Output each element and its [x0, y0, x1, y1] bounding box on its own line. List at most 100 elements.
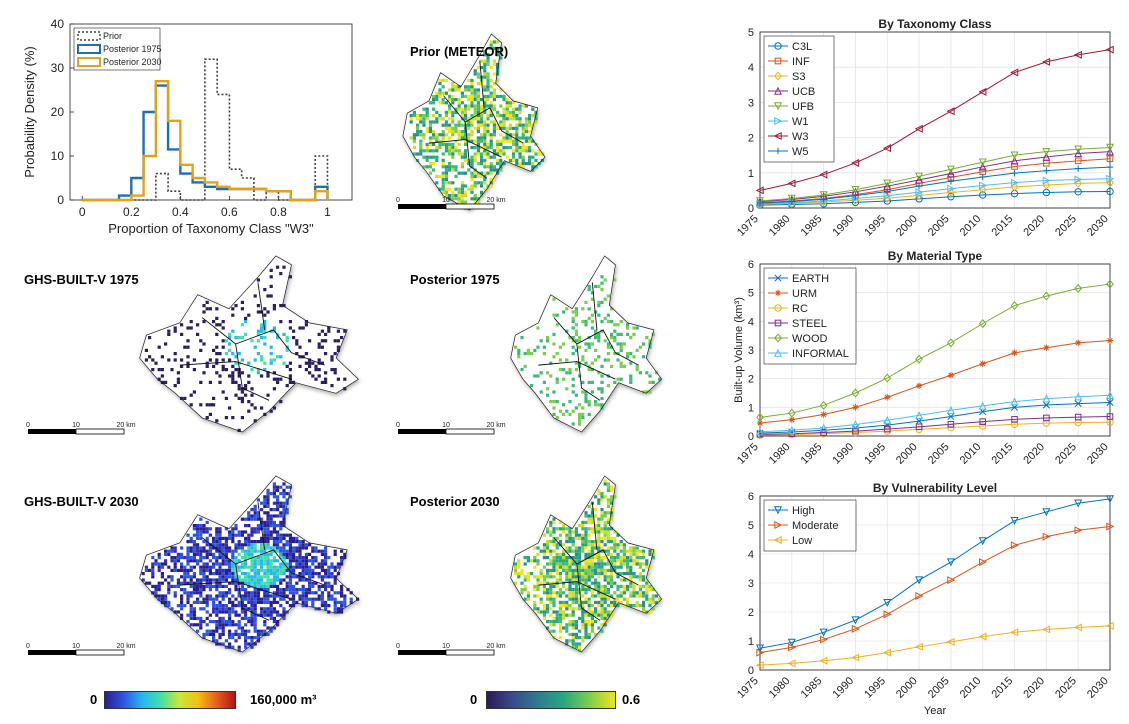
chart-legend-label: W3 [792, 131, 809, 143]
map-cell [562, 613, 566, 617]
map-cell [247, 313, 251, 317]
map-cell [606, 552, 610, 556]
map-cell [632, 572, 636, 576]
map-cell [476, 110, 480, 114]
map-cell [196, 559, 200, 563]
map-cell [648, 565, 652, 569]
chart-series-w5 [756, 163, 1114, 207]
map-cell [173, 594, 177, 598]
map-cell [502, 98, 506, 102]
map-cell [486, 142, 490, 146]
map-cell [597, 536, 601, 540]
map-cell [196, 552, 200, 556]
chart-marker [1010, 68, 1019, 77]
map-cell [451, 94, 455, 98]
map-cell [247, 400, 251, 404]
map-cell [247, 578, 251, 582]
map-cell [597, 556, 601, 560]
map-cell [517, 348, 521, 352]
map-cell [610, 581, 614, 585]
map-cell [173, 384, 177, 388]
map-cell [173, 549, 177, 553]
chart-series-line [759, 146, 1111, 202]
map-cell [282, 524, 286, 528]
map-cell [205, 530, 209, 534]
map-cell [451, 168, 455, 172]
map-cell [228, 559, 232, 563]
map-cell [199, 527, 203, 531]
map-cell [568, 572, 572, 576]
map-cell [234, 304, 238, 308]
map-cell [486, 126, 490, 130]
map-cell [470, 120, 474, 124]
map-cell [266, 588, 270, 592]
map-cell [581, 581, 585, 585]
chart-series-line [759, 421, 1111, 436]
map-cell [549, 600, 553, 604]
map-cell [224, 339, 228, 343]
map-cell [496, 171, 500, 175]
map-cell [574, 406, 578, 410]
map-cell [467, 120, 471, 124]
map-cell [269, 613, 273, 617]
map-cell [282, 514, 286, 518]
map-cell [587, 549, 591, 553]
hist-xtick-label: 0.6 [221, 205, 238, 219]
hist-ytick-label: 0 [57, 193, 64, 207]
map-cell [542, 543, 546, 547]
map-cell [610, 495, 614, 499]
map-cell [552, 297, 556, 301]
map-cell [266, 511, 270, 515]
map-cell [260, 536, 264, 540]
map-cell [247, 536, 251, 540]
map-cell [600, 396, 604, 400]
chart-xtick-label: 2000 [894, 675, 920, 701]
map-cell [285, 581, 289, 585]
map-cell [441, 133, 445, 137]
map-cell [552, 568, 556, 572]
map-cell [562, 530, 566, 534]
map-cell [565, 329, 569, 333]
map-cell [587, 520, 591, 524]
map-cell [584, 559, 588, 563]
map-cell [571, 572, 575, 576]
map-cell [606, 581, 610, 585]
map-cell [304, 361, 308, 365]
map-cell [247, 511, 251, 515]
map-cell [464, 110, 468, 114]
map-cell [594, 495, 598, 499]
map-cell [208, 613, 212, 617]
map-cell [492, 123, 496, 127]
chart-marker [787, 194, 796, 203]
map-cell [584, 591, 588, 595]
map-cell [154, 361, 158, 365]
hist-xlabel: Proportion of Taxonomy Class "W3" [108, 221, 314, 236]
map-cell [256, 514, 260, 518]
chart-series-informal [755, 390, 1115, 436]
map-cell [199, 591, 203, 595]
map-cell [486, 59, 490, 63]
chart-marker [1042, 57, 1051, 66]
map-cell [587, 575, 591, 579]
map-cell [470, 187, 474, 191]
map-cell [224, 552, 228, 556]
map-cell [600, 607, 604, 611]
map-cell [496, 53, 500, 57]
map-cell [629, 559, 633, 563]
map-cell [151, 368, 155, 372]
map-cell [282, 559, 286, 563]
map-cell [610, 307, 614, 311]
map-cell [597, 533, 601, 537]
map-cell [606, 482, 610, 486]
map-cell [170, 568, 174, 572]
map-cell [526, 352, 530, 356]
map-cell [587, 562, 591, 566]
map-cell [489, 139, 493, 143]
map-cell [435, 155, 439, 159]
map-cell [558, 520, 562, 524]
map-cell [483, 50, 487, 54]
map-cell [228, 600, 232, 604]
map-cell [574, 361, 578, 365]
map-cell [457, 136, 461, 140]
